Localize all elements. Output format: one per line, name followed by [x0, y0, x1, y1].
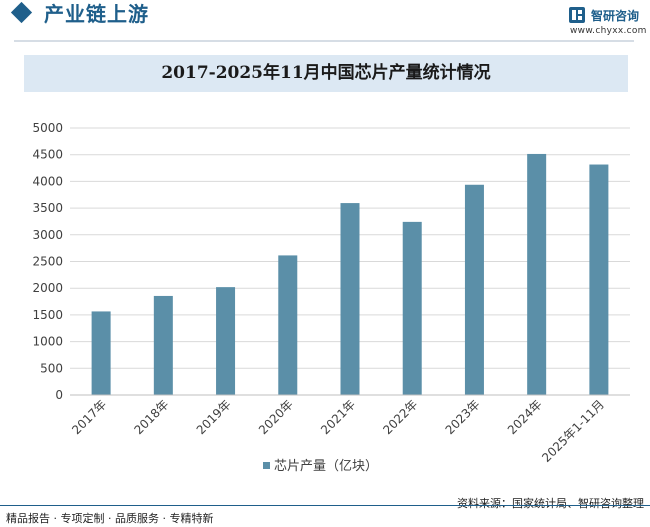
chart-title: 2017-2025年11月中国芯片产量统计情况	[24, 55, 628, 92]
y-tick-label: 1500	[32, 308, 63, 322]
x-tick-label: 2024年	[505, 397, 545, 437]
y-tick-label: 1000	[32, 335, 63, 349]
y-tick-label: 0	[55, 388, 63, 402]
x-tick-label: 2022年	[380, 397, 420, 437]
legend-label: 芯片产量（亿块）	[274, 459, 378, 474]
bar	[340, 203, 360, 395]
x-tick-label: 2019年	[194, 397, 234, 437]
legend-swatch	[263, 462, 270, 469]
brand-url: www.chyxx.com	[570, 26, 647, 36]
x-tick-label: 2017年	[69, 397, 109, 437]
y-tick-label: 2000	[32, 281, 63, 295]
legend: 芯片产量（亿块）	[263, 459, 378, 474]
y-tick-label: 3500	[32, 201, 63, 215]
x-axis-ticks: 2017年 2018年 2019年 2020年 2021年 2022年 2023年 2024年…	[69, 397, 607, 465]
x-tick-label: 2025年1-11月	[539, 397, 607, 465]
brand-name: 智研咨询	[591, 9, 640, 23]
source-note: 资料来源：国家统计局、智研咨询整理	[457, 497, 644, 510]
x-tick-label: 2018年	[131, 397, 171, 437]
brand-logo-icon	[569, 7, 585, 23]
y-tick-label: 4500	[32, 148, 63, 162]
bar	[527, 153, 547, 395]
x-tick-label: 2023年	[443, 397, 483, 437]
bar	[278, 255, 298, 395]
y-tick-label: 4000	[32, 174, 63, 188]
bar	[402, 221, 422, 395]
header: 产业链上游 智研咨询 www.chyxx.com	[0, 0, 650, 44]
x-tick-label: 2021年	[318, 397, 358, 437]
y-axis-ticks: 0 500 1000 1500 2000 2500 3000 3500 4000 4500 5000	[32, 121, 63, 402]
bar	[464, 184, 484, 395]
bar	[91, 311, 111, 395]
footer-tagline: 精品报告 · 专项定制 · 品质服务 · 专精特新	[6, 512, 214, 525]
bars	[91, 153, 609, 395]
section-title: 产业链上游	[44, 2, 149, 26]
y-tick-label: 5000	[32, 121, 63, 135]
bar	[216, 287, 236, 395]
bar	[153, 295, 173, 395]
y-tick-label: 2500	[32, 255, 63, 269]
y-tick-label: 3000	[32, 228, 63, 242]
y-tick-label: 500	[40, 361, 63, 375]
x-tick-label: 2020年	[256, 397, 296, 437]
bar	[589, 164, 609, 395]
footer-divider	[0, 505, 650, 506]
brand: 智研咨询 www.chyxx.com	[568, 4, 648, 38]
header-divider	[14, 40, 634, 42]
